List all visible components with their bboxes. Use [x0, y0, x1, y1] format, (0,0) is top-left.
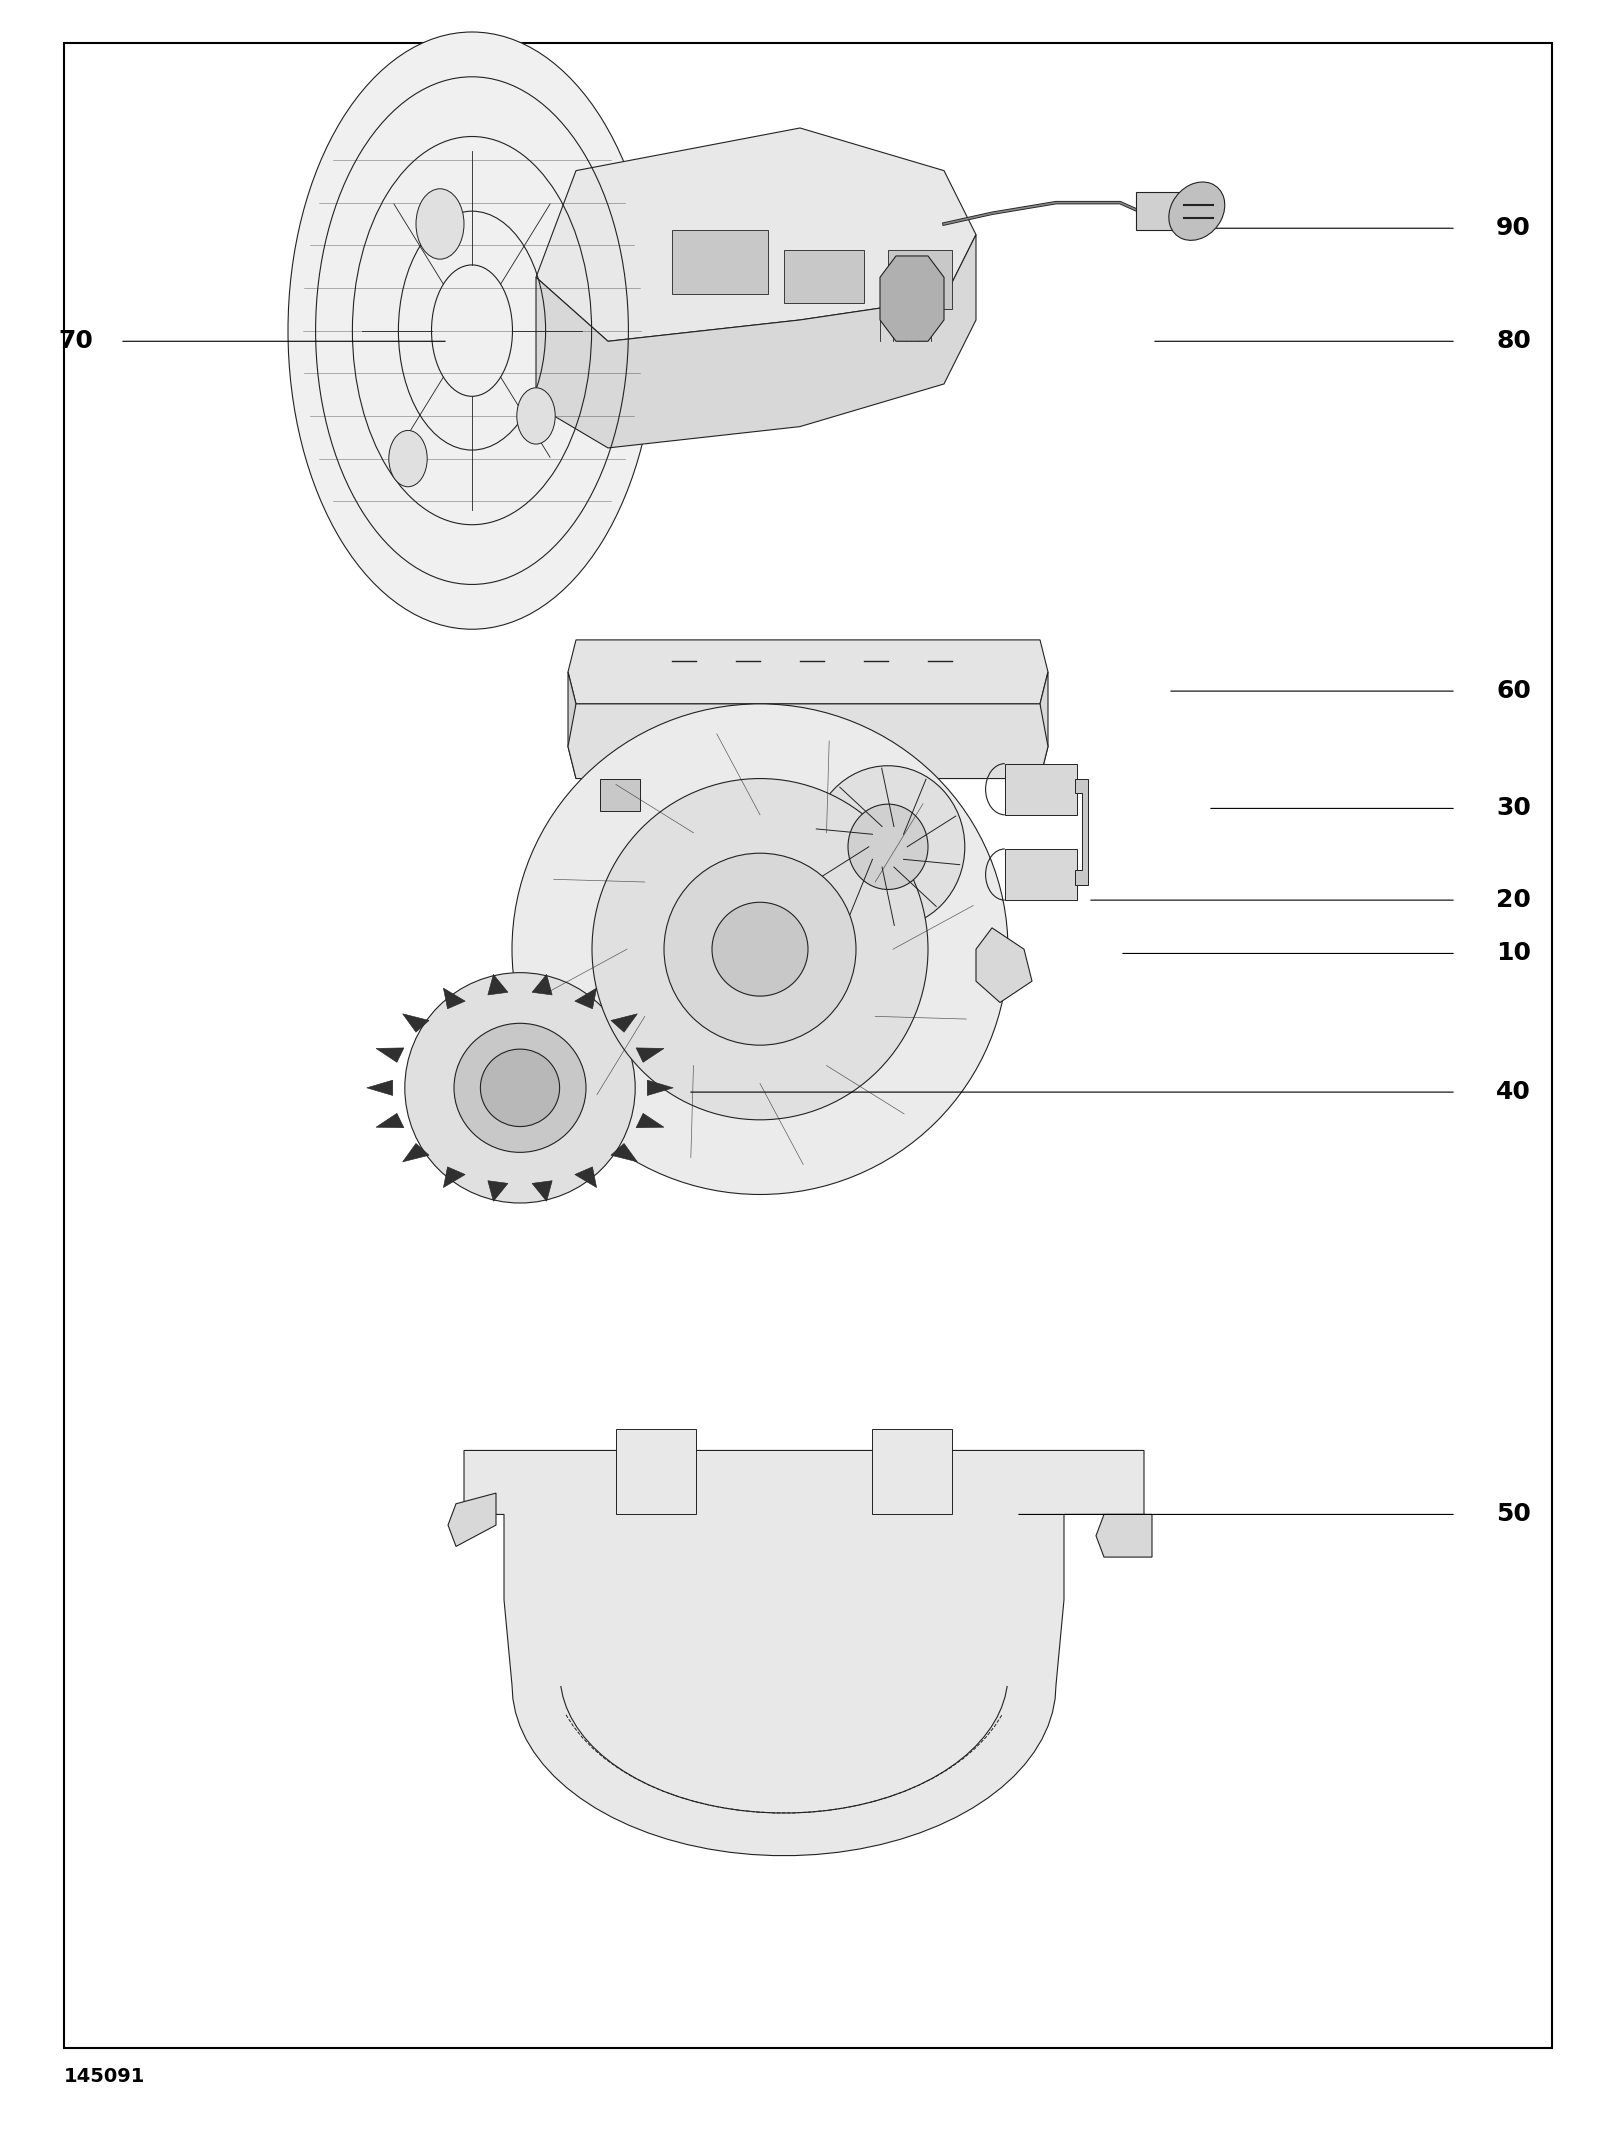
- Text: 40: 40: [1496, 1079, 1531, 1105]
- Ellipse shape: [288, 32, 656, 629]
- Polygon shape: [376, 1047, 403, 1062]
- Ellipse shape: [811, 766, 965, 928]
- Polygon shape: [464, 1450, 1144, 1856]
- Ellipse shape: [405, 973, 635, 1203]
- Polygon shape: [488, 1182, 507, 1201]
- Polygon shape: [403, 1013, 429, 1032]
- Bar: [1136, 192, 1184, 230]
- Polygon shape: [533, 1182, 552, 1201]
- Polygon shape: [648, 1079, 674, 1096]
- Polygon shape: [536, 128, 976, 341]
- Bar: [616, 1429, 696, 1514]
- Text: 50: 50: [1496, 1502, 1531, 1527]
- Bar: [600, 779, 640, 811]
- Ellipse shape: [416, 188, 464, 258]
- Polygon shape: [880, 256, 944, 341]
- Polygon shape: [448, 1493, 496, 1546]
- Text: 10: 10: [1496, 941, 1531, 966]
- Text: 70: 70: [58, 328, 93, 354]
- Ellipse shape: [389, 431, 427, 486]
- Polygon shape: [637, 1113, 664, 1128]
- Ellipse shape: [848, 804, 928, 889]
- Polygon shape: [403, 1143, 429, 1162]
- Bar: [888, 250, 952, 309]
- Text: 90: 90: [1496, 215, 1531, 241]
- Ellipse shape: [512, 704, 1008, 1194]
- Ellipse shape: [454, 1024, 586, 1152]
- Polygon shape: [568, 704, 1048, 779]
- Polygon shape: [376, 1113, 403, 1128]
- Bar: [1005, 764, 1077, 815]
- Ellipse shape: [1170, 181, 1224, 241]
- Ellipse shape: [664, 853, 856, 1045]
- Text: 20: 20: [1496, 887, 1531, 913]
- Polygon shape: [1075, 779, 1088, 885]
- Text: 30: 30: [1496, 796, 1531, 821]
- Polygon shape: [568, 672, 576, 779]
- Text: 145091: 145091: [64, 2067, 146, 2086]
- Polygon shape: [637, 1047, 664, 1062]
- Polygon shape: [1040, 672, 1048, 779]
- Polygon shape: [1096, 1514, 1152, 1557]
- Bar: [672, 230, 768, 294]
- Ellipse shape: [480, 1049, 560, 1126]
- Ellipse shape: [712, 902, 808, 996]
- Polygon shape: [443, 988, 466, 1009]
- Bar: [1008, 779, 1048, 811]
- Polygon shape: [568, 640, 1048, 704]
- Polygon shape: [574, 1167, 597, 1188]
- Polygon shape: [533, 975, 552, 994]
- Text: 80: 80: [1496, 328, 1531, 354]
- Text: 60: 60: [1496, 678, 1531, 704]
- Polygon shape: [976, 928, 1032, 1003]
- Bar: [872, 1429, 952, 1514]
- Polygon shape: [366, 1079, 392, 1096]
- Bar: [1005, 849, 1077, 900]
- Ellipse shape: [592, 779, 928, 1120]
- Polygon shape: [536, 235, 976, 448]
- Ellipse shape: [517, 388, 555, 444]
- Bar: [784, 250, 864, 303]
- Polygon shape: [611, 1013, 637, 1032]
- Polygon shape: [488, 975, 507, 994]
- Polygon shape: [611, 1143, 637, 1162]
- Polygon shape: [574, 988, 597, 1009]
- Polygon shape: [443, 1167, 466, 1188]
